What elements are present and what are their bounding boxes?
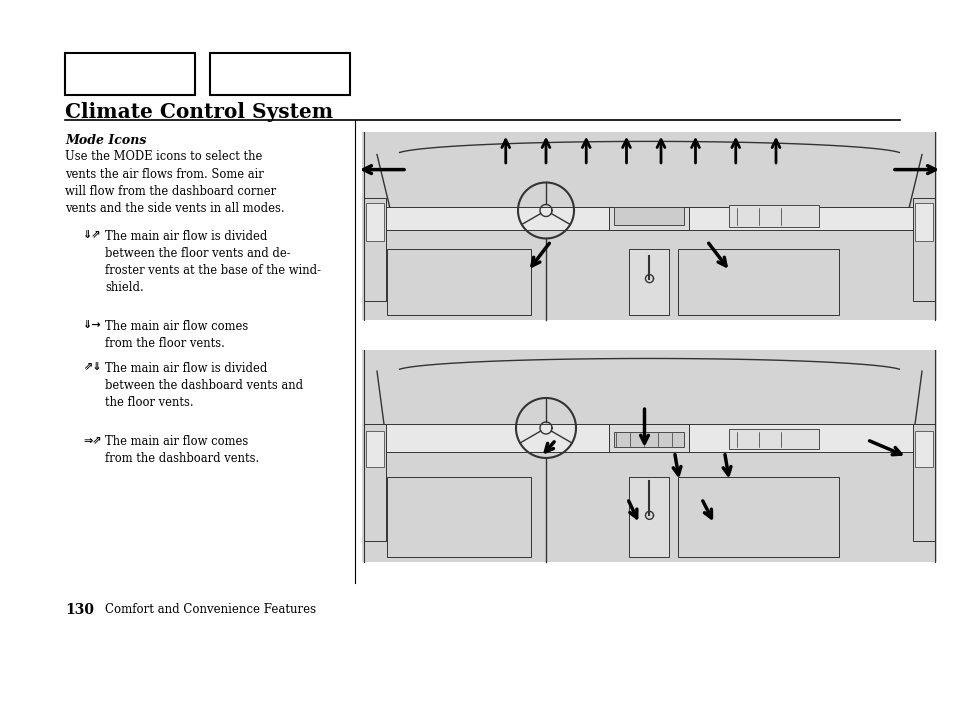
Text: Mode Icons: Mode Icons: [65, 134, 146, 147]
Text: ⇒⇗: ⇒⇗: [83, 435, 102, 445]
Bar: [912, 424, 934, 541]
Text: The main air flow is divided
between the dashboard vents and
the floor vents.: The main air flow is divided between the…: [105, 362, 303, 409]
Bar: [614, 432, 684, 447]
Bar: [381, 207, 916, 230]
Text: The main air flow comes
from the dashboard vents.: The main air flow comes from the dashboa…: [105, 435, 259, 465]
Bar: [387, 477, 530, 557]
Bar: [729, 204, 819, 226]
Bar: [729, 429, 819, 449]
Bar: [366, 204, 384, 241]
Text: Use the MODE icons to select the
vents the air flows from. Some air
will flow fr: Use the MODE icons to select the vents t…: [65, 150, 284, 216]
Text: The main air flow is divided
between the floor vents and de-
froster vents at th: The main air flow is divided between the…: [105, 230, 320, 294]
Bar: [914, 204, 932, 241]
Text: 130: 130: [65, 603, 94, 617]
Text: ⇓⇗: ⇓⇗: [83, 230, 102, 240]
Bar: [65, 53, 194, 95]
Text: ⇓→: ⇓→: [83, 320, 102, 330]
Bar: [381, 424, 916, 452]
Text: Climate Control System: Climate Control System: [65, 102, 333, 122]
Bar: [609, 207, 689, 230]
Bar: [678, 248, 839, 315]
Bar: [614, 207, 684, 225]
Bar: [364, 424, 386, 541]
Bar: [210, 53, 350, 95]
Bar: [629, 477, 669, 557]
Bar: [914, 430, 932, 466]
Bar: [629, 248, 669, 315]
Bar: [361, 132, 936, 320]
Bar: [387, 248, 530, 315]
Text: ⇗⇓: ⇗⇓: [83, 362, 102, 372]
Bar: [361, 350, 936, 562]
Bar: [678, 477, 839, 557]
Bar: [364, 198, 386, 301]
Bar: [366, 430, 384, 466]
Bar: [609, 424, 689, 452]
Text: The main air flow comes
from the floor vents.: The main air flow comes from the floor v…: [105, 320, 248, 350]
Text: Comfort and Convenience Features: Comfort and Convenience Features: [105, 603, 315, 616]
Bar: [912, 198, 934, 301]
